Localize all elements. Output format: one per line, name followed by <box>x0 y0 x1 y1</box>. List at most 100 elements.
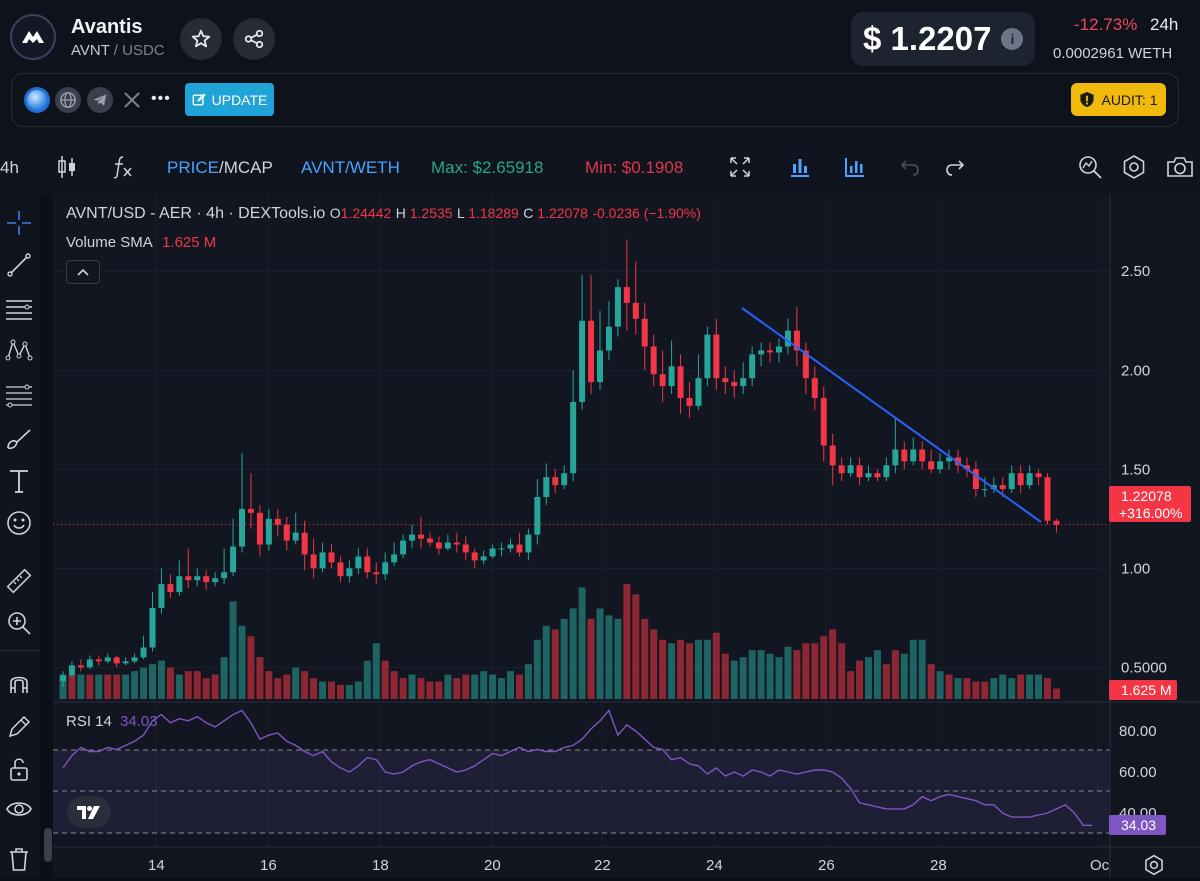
candle-body <box>963 465 970 470</box>
measure-tool[interactable] <box>4 566 34 596</box>
candle-body <box>104 657 111 662</box>
candle-body <box>972 469 979 490</box>
candle-body <box>999 485 1006 490</box>
pattern-tool[interactable] <box>4 336 34 366</box>
pair-quote-toggle[interactable]: AVNT/WETH <box>301 158 400 177</box>
chart-type-volume-button[interactable] <box>843 155 867 184</box>
zoom-search-button[interactable] <box>1077 154 1103 185</box>
candle-body <box>722 378 729 383</box>
zoom-in-tool[interactable] <box>4 608 34 638</box>
candle-body <box>883 465 890 478</box>
candle-body <box>588 320 595 383</box>
candle-body <box>167 584 174 593</box>
tradingview-logo[interactable] <box>67 796 111 828</box>
ohlc-change: -0.0236 (−1.90%) <box>592 205 701 221</box>
indicators-button[interactable] <box>110 154 134 185</box>
price-option[interactable]: PRICE <box>167 158 219 177</box>
candle-body <box>507 544 514 549</box>
more-links-button[interactable]: ••• <box>151 90 171 107</box>
volume-bar <box>131 671 139 699</box>
hide-drawings-tool[interactable] <box>4 794 34 824</box>
lock-icon <box>10 758 28 781</box>
candle-body <box>400 540 407 555</box>
website-icon[interactable] <box>24 87 50 113</box>
collapse-legend-button[interactable] <box>66 260 100 284</box>
volume-bar <box>748 650 756 699</box>
volume-bar <box>668 643 676 699</box>
info-icon[interactable]: i <box>1001 28 1024 50</box>
volume-bar <box>238 625 246 699</box>
volume-bar <box>390 671 398 699</box>
fib-tool[interactable] <box>4 380 34 410</box>
chart-settings-button[interactable] <box>1143 854 1165 881</box>
mcap-option[interactable]: MCAP <box>223 158 273 177</box>
rsi-legend: RSI 14 34.03 <box>66 713 158 730</box>
volume-bar <box>838 643 846 699</box>
chart-type-bars-button[interactable] <box>788 155 812 184</box>
brush-tool[interactable] <box>4 424 34 454</box>
audit-button[interactable]: AUDIT: 1 <box>1071 83 1166 116</box>
volume-bar <box>820 636 828 699</box>
candle-body <box>686 397 693 406</box>
candle-body <box>239 508 245 547</box>
candle-body <box>605 326 612 351</box>
telegram-icon[interactable] <box>87 87 113 113</box>
volume-bar <box>122 674 130 699</box>
text-tool[interactable] <box>4 466 34 496</box>
update-button[interactable]: UPDATE <box>185 83 274 116</box>
crosshair-tool[interactable] <box>4 208 34 238</box>
interval-selector[interactable]: 4h <box>0 158 19 177</box>
pair-separator: / <box>113 42 118 59</box>
emoji-tool[interactable] <box>4 508 34 538</box>
candle-body <box>713 334 720 379</box>
x-icon[interactable] <box>119 87 145 113</box>
price-mcap-toggle[interactable]: PRICE/MCAP <box>167 158 273 178</box>
ohlc-high: H 1.2535 <box>395 205 453 221</box>
star-icon <box>191 29 211 48</box>
volume-bar <box>882 664 890 699</box>
horizontal-lines-tool[interactable] <box>4 294 34 324</box>
volume-bar <box>551 629 559 699</box>
volume-bar <box>981 681 989 699</box>
lock-drawings-tool[interactable] <box>4 754 34 784</box>
candle-body <box>552 477 559 486</box>
volume-bar <box>650 629 658 699</box>
redo-button[interactable] <box>944 157 966 182</box>
volume-bar <box>802 643 810 699</box>
lines-icon <box>6 300 32 320</box>
volume-bar <box>775 657 783 699</box>
screenshot-button[interactable] <box>1166 155 1194 184</box>
fullscreen-button[interactable] <box>728 155 752 184</box>
zoom-in-icon <box>8 612 31 635</box>
rsi-line <box>62 709 1093 826</box>
drawing-toolbar <box>0 194 52 878</box>
delete-drawings-tool[interactable] <box>4 844 34 874</box>
candle-body <box>659 374 666 387</box>
candle-body <box>373 572 380 575</box>
share-button[interactable] <box>233 18 275 60</box>
volume-bar <box>793 650 801 699</box>
favorite-button[interactable] <box>180 18 222 60</box>
candle-body <box>301 532 308 555</box>
candles-icon <box>58 156 75 178</box>
candle-body <box>695 378 702 406</box>
min-price: Min: $0.1908 <box>585 158 684 177</box>
settings-button[interactable] <box>1121 154 1147 185</box>
volume-bar <box>632 594 640 699</box>
volume-bar <box>515 674 523 699</box>
magnet-tool[interactable] <box>4 668 34 698</box>
volume-bar <box>1008 678 1016 699</box>
candle-body <box>525 534 532 553</box>
edit-icon <box>192 92 206 106</box>
toolbar-scrollbar[interactable] <box>44 828 52 862</box>
drawing-mode-tool[interactable] <box>4 712 34 742</box>
volume-tag: 1.625 M <box>1109 680 1177 700</box>
globe-icon[interactable] <box>55 87 81 113</box>
candle-style-button[interactable] <box>56 154 78 185</box>
undo-button[interactable] <box>899 157 921 182</box>
trendline-tool[interactable] <box>4 250 34 280</box>
chart-area[interactable]: 2.50 2.00 1.50 1.00 0.5000 80.00 60.00 40.00 14… <box>53 194 1200 878</box>
candle-body <box>230 546 237 573</box>
